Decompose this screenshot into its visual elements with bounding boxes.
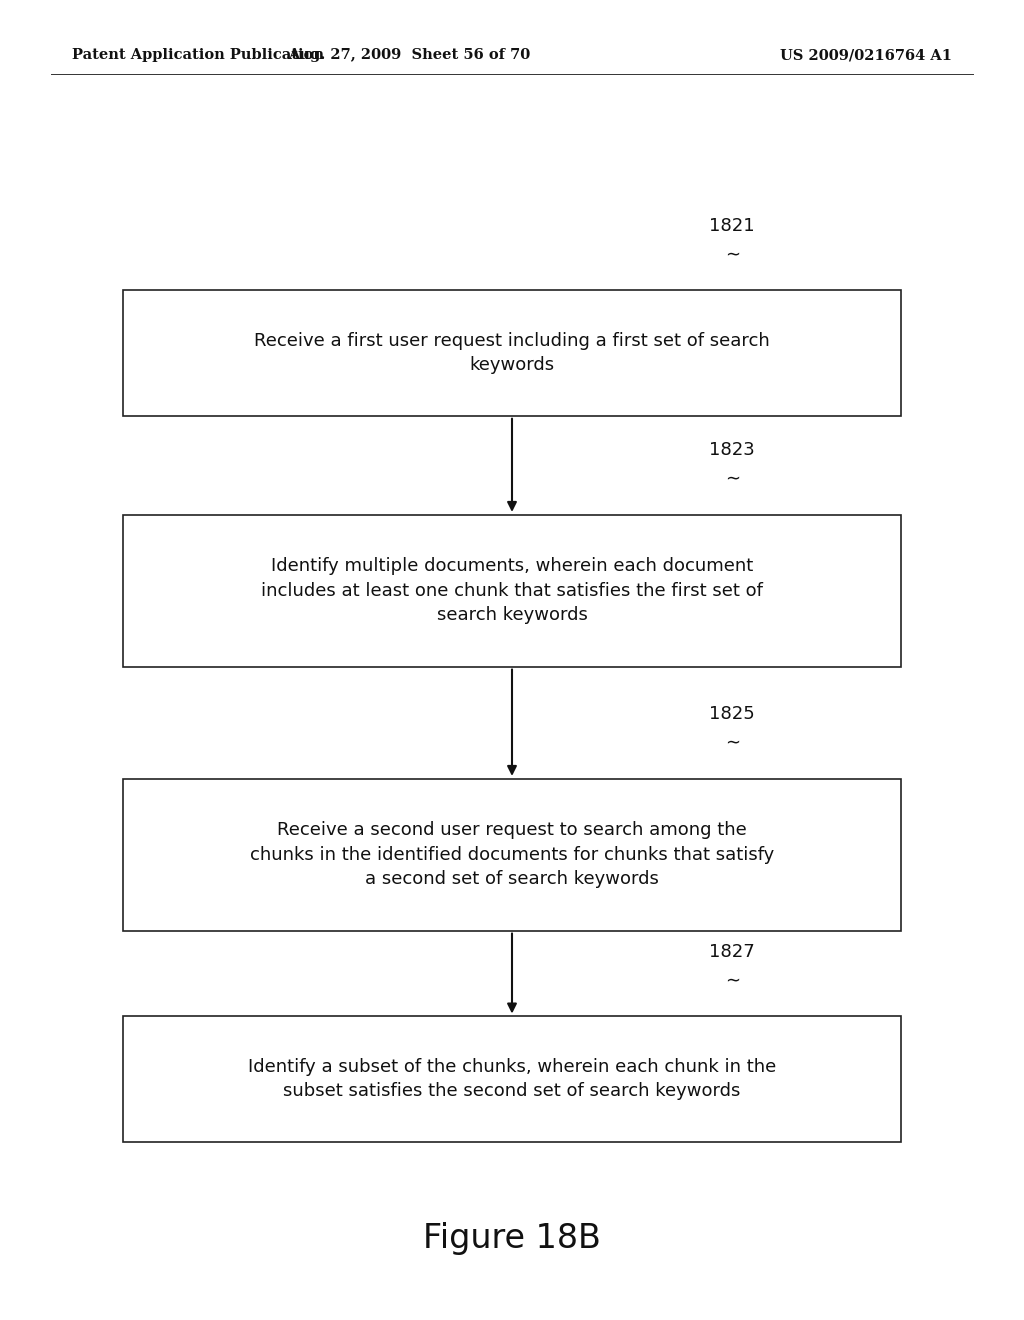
Text: Patent Application Publication: Patent Application Publication: [72, 49, 324, 62]
Text: 1827: 1827: [710, 942, 755, 961]
FancyBboxPatch shape: [123, 290, 901, 416]
FancyBboxPatch shape: [123, 515, 901, 667]
Text: ∼: ∼: [725, 972, 739, 990]
Text: Identify multiple documents, wherein each document
includes at least one chunk t: Identify multiple documents, wherein eac…: [261, 557, 763, 624]
Text: ∼: ∼: [725, 246, 739, 264]
Text: 1823: 1823: [710, 441, 755, 459]
Text: Identify a subset of the chunks, wherein each chunk in the
subset satisfies the : Identify a subset of the chunks, wherein…: [248, 1057, 776, 1101]
Text: US 2009/0216764 A1: US 2009/0216764 A1: [780, 49, 952, 62]
Text: Figure 18B: Figure 18B: [423, 1222, 601, 1254]
Text: 1821: 1821: [710, 216, 755, 235]
FancyBboxPatch shape: [123, 1016, 901, 1142]
Text: Aug. 27, 2009  Sheet 56 of 70: Aug. 27, 2009 Sheet 56 of 70: [289, 49, 530, 62]
Text: ∼: ∼: [725, 734, 739, 752]
FancyBboxPatch shape: [123, 779, 901, 931]
Text: Receive a first user request including a first set of search
keywords: Receive a first user request including a…: [254, 331, 770, 375]
Text: Receive a second user request to search among the
chunks in the identified docum: Receive a second user request to search …: [250, 821, 774, 888]
Text: 1825: 1825: [710, 705, 755, 723]
Text: ∼: ∼: [725, 470, 739, 488]
